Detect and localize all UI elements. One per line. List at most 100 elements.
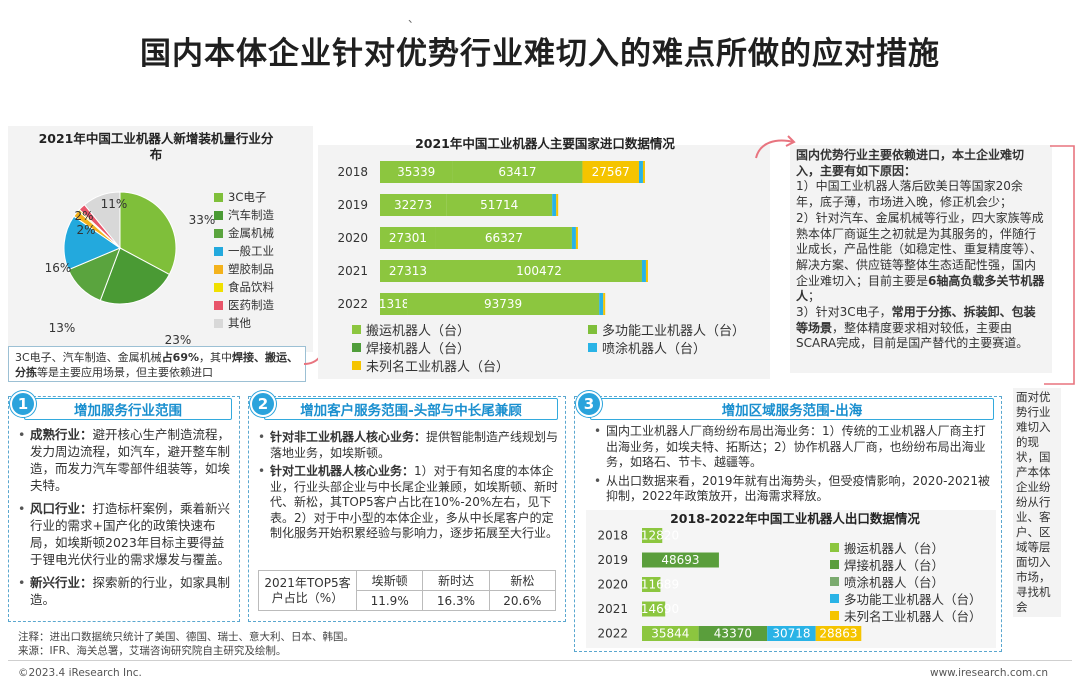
export-legend-item: 多功能工业机器人（台） <box>830 590 995 607</box>
import-legend-item: 喷涂机器人（台） <box>588 338 706 357</box>
bar-accent <box>571 227 576 249</box>
bar-segment <box>407 293 600 315</box>
bar-segment <box>767 626 816 641</box>
pie-legend-item: 汽车制造 <box>214 206 314 224</box>
legend-swatch <box>830 560 839 569</box>
bar-label: 93739 <box>484 297 522 311</box>
export-legend-item: 焊接机器人（台） <box>830 556 995 573</box>
bar-accent <box>552 194 557 216</box>
pie-note-pre: 3C电子、汽车制造、金属机械 <box>15 351 162 364</box>
export-legend-item: 未列名工业机器人（台） <box>830 607 995 624</box>
section-2-item-text: 1）对于有知名度的本体企业，行业头部企业与中长尾企业兼顾，如埃斯顿、新时代、新松… <box>270 464 559 540</box>
legend-label: 多功能工业机器人（台） <box>844 592 982 607</box>
section-2-list: 针对非工业机器人核心业务：提供智能制造产线规划与落地业务，如埃斯顿。针对工业机器… <box>256 430 562 545</box>
legend-label: 医药制造 <box>228 298 274 312</box>
reasons-p2-pre: 2）针对汽车、金属机械等行业，四大家族等成熟本体厂商诞生之初就是为其服务的，伴随… <box>796 210 1044 288</box>
reasons-head: 国内优势行业主要依赖进口，本土企业难切入，主要有如下原因： <box>796 148 1025 178</box>
section-1-item-text: 避开核心生产制造流程，发力周边流程，如汽车，避开整车制造，而发力汽车零部件组装等… <box>30 427 231 493</box>
pie-chart: 33% 23% 13% 16% 2%2% 11% <box>45 191 216 347</box>
section-1-item-bold: 成熟行业： <box>30 427 93 442</box>
pie-legend: 3C电子 汽车制造 金属机械 一般工业 塑胶制品 食品饮料 医药制造 其他 <box>214 188 314 332</box>
legend-swatch <box>352 360 361 370</box>
pie-legend-item: 一般工业 <box>214 242 314 260</box>
section-2-number: 2 <box>250 391 276 417</box>
bar-segment <box>435 227 572 249</box>
year-label: 2022 <box>597 627 628 641</box>
section-3-list: 国内工业机器人厂商纷纷布局出海业务：1）传统的工业机器人厂商主打出海业务，如埃夫… <box>592 424 996 508</box>
bracket-line <box>1044 145 1075 385</box>
pie-label-2: 13% <box>49 321 76 335</box>
legend-swatch <box>214 210 223 220</box>
section-1-item: 成熟行业：避开核心生产制造流程，发力周边流程，如汽车，避开整车制造，而发力汽车零… <box>16 426 236 494</box>
export-chart-title: 2018-2022年中国工业机器人出口数据情况 <box>670 511 920 526</box>
pie-note: 3C电子、汽车制造、金属机械占69%，其中焊接、搬运、分拣等是主要应用场景，但主… <box>8 346 306 382</box>
section-1-item-bold: 新兴行业： <box>30 575 93 590</box>
bar-label: 12820 <box>641 529 679 543</box>
top5-label: 2021年TOP5客户占比（%） <box>258 570 357 611</box>
bar-segment <box>642 528 663 543</box>
pie-note-bold2: 焊接、搬运、分拣 <box>15 351 299 379</box>
bar-accent <box>603 293 606 315</box>
footer-note: 注释：进出口数据统只统计了美国、德国、瑞士、意大利、日本、韩国。 <box>18 631 354 643</box>
year-label: 2020 <box>597 578 628 592</box>
top5-table: 2021年TOP5客户占比（%） 埃斯顿 新时达 新松 11.9% 16.3% … <box>258 570 557 611</box>
legend-label: 焊接机器人（台） <box>366 341 471 357</box>
bar-label: 51714 <box>480 198 518 212</box>
footer-website: www.iresearch.com.cn <box>930 667 1049 679</box>
bar-label: 11689 <box>641 578 679 592</box>
top5-col-0: 埃斯顿 <box>355 570 424 591</box>
legend-swatch <box>214 264 223 274</box>
legend-swatch <box>588 342 597 352</box>
legend-label: 塑胶制品 <box>228 262 274 276</box>
footer-source: 来源：IFR、海关总署，艾瑞咨询研究院自主研究及绘制。 <box>18 645 287 657</box>
top5-col-2: 新松 <box>488 570 557 591</box>
section-1-item-bold: 风口行业： <box>30 501 93 516</box>
bar-accent <box>599 293 604 315</box>
bar-segment <box>642 626 699 641</box>
bar-accent <box>638 161 643 183</box>
section-1-item-text: 探索新的行业，如家具制造。 <box>30 575 231 607</box>
legend-swatch <box>214 282 223 292</box>
year-label: 2022 <box>337 297 368 311</box>
pie-label-1: 23% <box>165 333 192 347</box>
bar-segment <box>435 260 642 282</box>
bar-segment <box>642 552 719 568</box>
bar-label: 48693 <box>661 553 699 567</box>
pie-label-6: 11% <box>101 197 128 211</box>
reasons-p2-bold: 6轴高负载多关节机器人 <box>796 273 1045 304</box>
pie-label-4: 2% <box>74 209 93 223</box>
legend-swatch <box>830 594 839 603</box>
pie-legend-item: 金属机械 <box>214 224 314 242</box>
pie-label-5: 2% <box>76 223 95 237</box>
bar-label: 32273 <box>394 198 432 212</box>
pie-slice-7 <box>83 191 121 250</box>
bar-segment <box>642 601 666 617</box>
pie-label-0: 33% <box>189 213 216 227</box>
legend-label: 搬运机器人（台） <box>366 323 471 339</box>
legend-label: 一般工业 <box>228 244 274 258</box>
year-label: 2018 <box>597 529 628 543</box>
pie-slice-0 <box>119 191 177 276</box>
export-legend: 搬运机器人（台） 焊接机器人（台） 喷涂机器人（台） 多功能工业机器人（台） 未列名工业… <box>830 539 995 624</box>
section-3-head: 增加区域服务范围-出海 <box>590 398 994 420</box>
legend-label: 未列名工业机器人（台） <box>844 609 982 624</box>
legend-swatch <box>214 246 223 256</box>
legend-swatch <box>214 318 223 328</box>
section-2-head: 增加客户服务范围-头部与中长尾兼顾 <box>264 398 558 420</box>
legend-swatch <box>830 543 839 552</box>
year-label: 2019 <box>337 198 368 212</box>
bar-label: 28863 <box>819 627 857 641</box>
import-legend: 搬运机器人（台） 多功能工业机器人（台） 焊接机器人（台） 喷涂机器人（台） 未列名工业… <box>352 320 762 376</box>
section-1-item-text: 打造标杆案例，乘着新兴行业的需求+国产化的政策快速布局，如埃斯顿2023年目标主… <box>30 501 231 567</box>
bar-label: 66327 <box>485 231 523 245</box>
side-note: 面对优势行业难切入的现状，国产本体企业纷纷从行业、客户、区域等层面切入市场，寻找… <box>1013 388 1061 617</box>
page-title: 国内本体企业针对优势行业难切入的难点所做的应对措施 <box>140 36 940 72</box>
bar-segment <box>380 161 453 183</box>
bar-label: 35339 <box>397 165 435 179</box>
import-bar-chart: 2018 35339 63417 27567 2019 32273 51714 2020 273… <box>337 161 648 315</box>
bar-label: 27301 <box>389 231 427 245</box>
pie-legend-item: 塑胶制品 <box>214 260 314 278</box>
section-2-item-text: 提供智能制造产线规划与落地业务，如埃斯顿。 <box>270 430 559 460</box>
bar-accent <box>575 227 578 249</box>
bar-segment <box>582 161 639 183</box>
